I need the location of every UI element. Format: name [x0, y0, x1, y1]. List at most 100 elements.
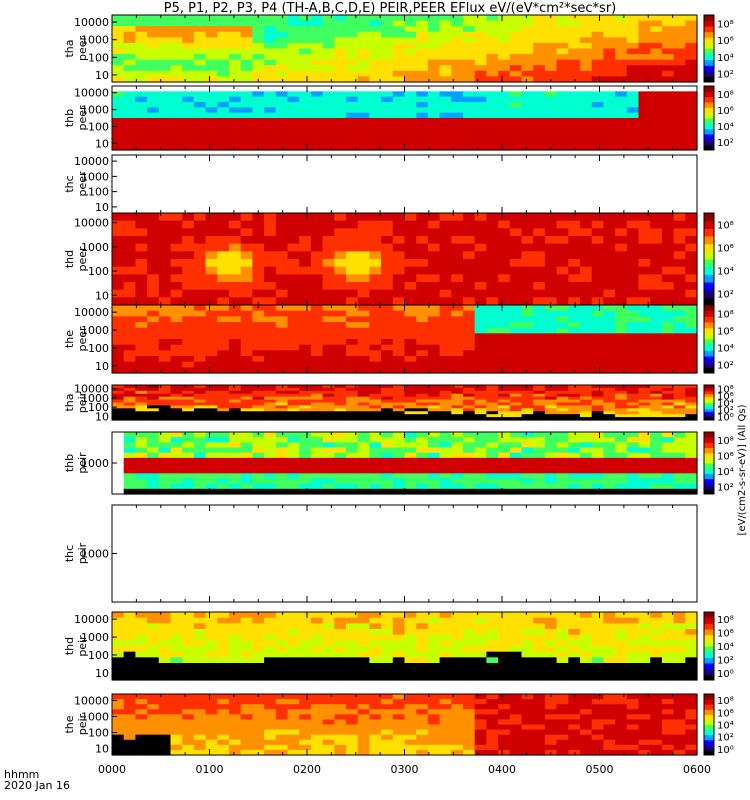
heatmap-cell	[509, 65, 523, 72]
heatmap-cell	[240, 729, 253, 736]
heatmap-cell	[170, 724, 183, 731]
heatmap-cell	[603, 144, 616, 151]
heatmap-cell	[147, 107, 160, 114]
heatmap-cell	[416, 144, 429, 151]
heatmap-cell	[275, 367, 289, 374]
heatmap-cell	[275, 385, 289, 389]
heatmap-cell	[170, 123, 183, 130]
heatmap-cell	[322, 663, 335, 670]
heatmap-cell	[334, 118, 347, 124]
heatmap-cell	[463, 134, 476, 140]
heatmap-cell	[112, 385, 125, 389]
heatmap-cell	[275, 629, 289, 636]
heatmap-cell	[135, 623, 148, 630]
heatmap-cell	[451, 251, 464, 260]
heatmap-cell	[217, 488, 230, 495]
heatmap-cell	[158, 213, 172, 222]
y-axis-label-line: the	[63, 330, 76, 348]
heatmap-cell	[357, 322, 370, 329]
heatmap-cell	[193, 361, 207, 368]
heatmap-cell	[580, 54, 593, 61]
heatmap-cell	[439, 350, 452, 357]
heatmap-cell	[182, 356, 195, 363]
heatmap-cell	[439, 37, 452, 44]
heatmap-cell	[650, 243, 663, 252]
heatmap-cell	[147, 356, 160, 363]
heatmap-cell	[357, 478, 370, 485]
heatmap-cell	[264, 139, 277, 146]
heatmap-cell	[135, 289, 148, 298]
heatmap-cell	[182, 432, 195, 438]
heatmap-cell	[334, 402, 347, 407]
heatmap-cell	[685, 333, 698, 340]
heatmap-cell	[439, 437, 452, 443]
heatmap-cell	[533, 128, 546, 135]
heatmap-cell	[685, 236, 698, 245]
heatmap-cell	[147, 478, 160, 485]
heatmap-cell	[264, 282, 277, 291]
heatmap-cell	[661, 327, 675, 334]
heatmap-cell	[264, 236, 277, 245]
heatmap-cell	[486, 447, 499, 454]
heatmap-cell	[275, 15, 289, 22]
heatmap-cell	[147, 274, 160, 283]
heatmap-cell	[381, 361, 394, 368]
heatmap-cell	[451, 236, 464, 245]
heatmap-cell	[346, 623, 359, 630]
heatmap-cell	[591, 310, 604, 317]
heatmap-cell	[229, 704, 242, 710]
heatmap-cell	[439, 297, 452, 306]
heatmap-cell	[346, 473, 359, 480]
heatmap-cell	[556, 367, 569, 374]
heatmap-cell	[123, 704, 136, 710]
heatmap-cell	[182, 228, 195, 237]
heatmap-cell	[673, 447, 686, 454]
heatmap-cell	[346, 266, 359, 275]
heatmap-cell	[112, 402, 125, 407]
heatmap-cell	[603, 322, 616, 329]
heatmap-cell	[182, 144, 195, 151]
heatmap-cell	[603, 367, 616, 374]
heatmap-cell	[369, 663, 382, 670]
heatmap-cell	[615, 361, 628, 368]
heatmap-cell	[474, 213, 487, 222]
heatmap-cell	[310, 134, 324, 140]
heatmap-cell	[509, 70, 523, 78]
heatmap-cell	[427, 228, 441, 237]
heatmap-cell	[170, 617, 183, 624]
heatmap-cell	[135, 274, 148, 283]
heatmap-cell	[638, 107, 651, 114]
heatmap-cell	[556, 657, 569, 664]
heatmap-cell	[603, 228, 616, 237]
heatmap-cell	[474, 327, 487, 334]
heatmap-cell	[439, 408, 452, 412]
heatmap-cell	[568, 402, 581, 407]
heatmap-cell	[650, 432, 663, 438]
heatmap-cell	[556, 274, 569, 283]
heatmap-cell	[334, 128, 347, 135]
heatmap-cell	[217, 694, 230, 700]
heatmap-cell	[310, 327, 324, 334]
heatmap-cell	[556, 259, 569, 268]
heatmap-cell	[591, 668, 604, 675]
heatmap-cell	[112, 333, 125, 340]
heatmap-cell	[112, 96, 125, 103]
heatmap-cell	[661, 396, 675, 401]
heatmap-cell	[310, 65, 324, 72]
heatmap-cell	[498, 236, 511, 245]
heatmap-cell	[205, 437, 218, 443]
heatmap-cell	[322, 414, 335, 418]
heatmap-cell	[580, 623, 593, 630]
heatmap-cell	[135, 668, 148, 675]
heatmap-cell	[509, 414, 523, 418]
heatmap-cell	[498, 228, 511, 237]
heatmap-cell	[533, 327, 546, 334]
heatmap-cell	[369, 405, 382, 409]
heatmap-cell	[275, 390, 289, 395]
heatmap-cell	[568, 356, 581, 363]
heatmap-cell	[533, 220, 546, 229]
heatmap-cell	[135, 70, 148, 78]
heatmap-cell	[182, 361, 195, 368]
heatmap-cell	[182, 220, 195, 229]
